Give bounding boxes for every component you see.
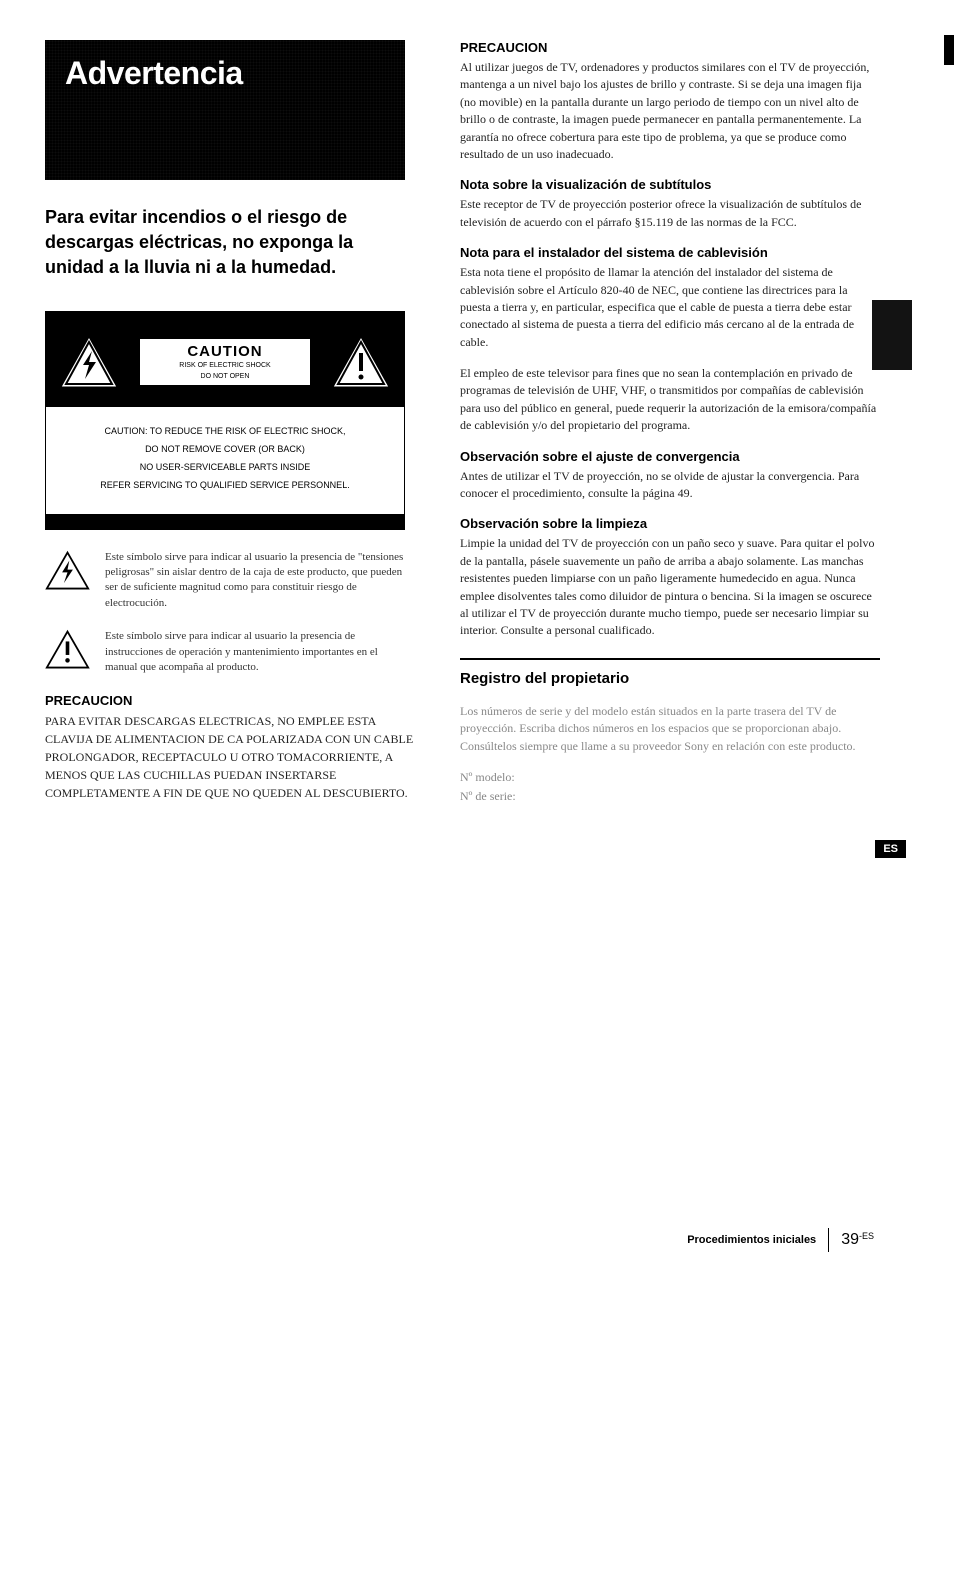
exclamation-triangle-icon	[331, 335, 391, 390]
page-content: Advertencia Para evitar incendios o el r…	[45, 40, 909, 820]
precaucion-body-left: PARA EVITAR DESCARGAS ELECTRICAS, NO EMP…	[45, 712, 425, 802]
caution-line-3: NO USER-SERVICEABLE PARTS INSIDE	[56, 458, 394, 476]
symbol-text-2: Este símbolo sirve para indicar al usuar…	[105, 629, 405, 675]
section-3-body: Esta nota tiene el propósito de llamar l…	[460, 264, 880, 351]
caution-bottom-bar	[46, 514, 404, 529]
caution-bottom-text: CAUTION: TO REDUCE THE RISK OF ELECTRIC …	[46, 407, 404, 514]
owner-record-title: Registro del propietario	[460, 670, 880, 687]
advertencia-header: Advertencia	[45, 40, 405, 180]
footer-page-suffix: -ES	[859, 1231, 874, 1241]
caution-title: CAUTION	[148, 343, 302, 360]
left-column: Advertencia Para evitar incendios o el r…	[45, 40, 425, 820]
warning-headline: Para evitar incendios o el riesgo de des…	[45, 205, 405, 281]
caution-center-label: CAUTION RISK OF ELECTRIC SHOCK DO NOT OP…	[140, 339, 310, 385]
footer-section-label: Procedimientos iniciales	[687, 1234, 816, 1246]
footer-page-value: 39	[841, 1231, 859, 1248]
header-title: Advertencia	[65, 55, 385, 92]
caution-sub1: RISK OF ELECTRIC SHOCK	[148, 362, 302, 370]
caution-sub2: DO NOT OPEN	[148, 373, 302, 381]
footer-divider	[828, 1228, 829, 1252]
section-divider	[460, 658, 880, 660]
symbol-text-1: Este símbolo sirve para indicar al usuar…	[105, 550, 405, 612]
caution-box: CAUTION RISK OF ELECTRIC SHOCK DO NOT OP…	[45, 311, 405, 530]
section-4-body: Antes de utilizar el TV de proyección, n…	[460, 468, 880, 503]
page-footer: Procedimientos iniciales 39-ES	[687, 1228, 874, 1252]
shock-triangle-icon	[59, 335, 119, 390]
caution-line-2: DO NOT REMOVE COVER (OR BACK)	[56, 440, 394, 458]
precaucion-title-left: PRECAUCION	[45, 693, 425, 708]
section-1-body: Al utilizar juegos de TV, ordenadores y …	[460, 59, 880, 163]
serial-number-label: Nº de serie:	[460, 788, 880, 805]
exclamation-symbol-icon	[45, 629, 90, 671]
edge-marker	[944, 35, 954, 65]
shock-symbol-icon	[45, 550, 90, 592]
decorative-speckle	[872, 300, 912, 370]
section-1-title: PRECAUCION	[460, 40, 880, 55]
language-badge: ES	[875, 840, 906, 858]
symbol-row-1: Este símbolo sirve para indicar al usuar…	[45, 550, 405, 612]
section-2-body: Este receptor de TV de proyección poster…	[460, 196, 880, 231]
caution-line-4: REFER SERVICING TO QUALIFIED SERVICE PER…	[56, 476, 394, 494]
footer-page-number: 39-ES	[841, 1231, 874, 1249]
owner-record-body: Los números de serie y del modelo están …	[460, 703, 880, 755]
section-5-title: Observación sobre la limpieza	[460, 516, 880, 531]
section-5-body: Limpie la unidad del TV de proyección co…	[460, 535, 880, 639]
right-column: PRECAUCION Al utilizar juegos de TV, ord…	[460, 40, 880, 820]
section-4-title: Observación sobre el ajuste de convergen…	[460, 449, 880, 464]
model-number-label: Nº modelo:	[460, 769, 880, 786]
section-2-title: Nota sobre la visualización de subtítulo…	[460, 177, 880, 192]
caution-line-1: CAUTION: TO REDUCE THE RISK OF ELECTRIC …	[56, 422, 394, 440]
section-3-body-2: El empleo de este televisor para fines q…	[460, 365, 880, 435]
symbol-row-2: Este símbolo sirve para indicar al usuar…	[45, 629, 405, 675]
caution-top-row: CAUTION RISK OF ELECTRIC SHOCK DO NOT OP…	[46, 312, 404, 407]
section-3-title: Nota para el instalador del sistema de c…	[460, 245, 880, 260]
